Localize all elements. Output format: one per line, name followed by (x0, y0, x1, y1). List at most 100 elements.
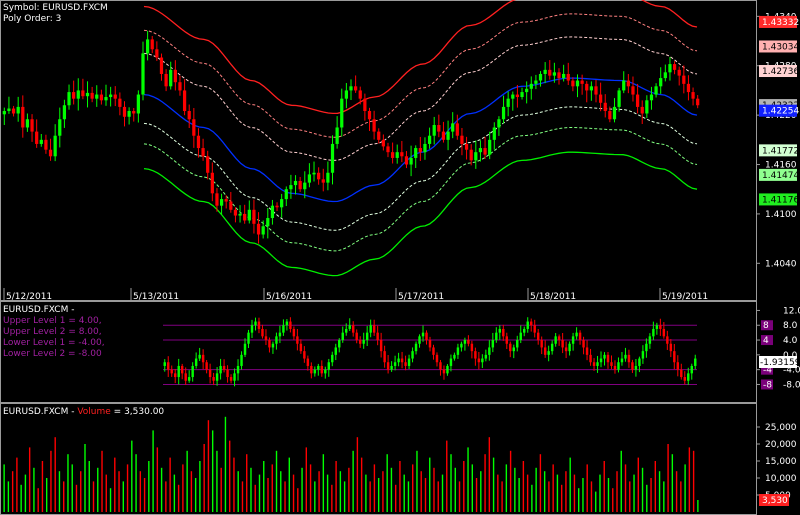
candle-body (464, 143, 469, 150)
oscillator-body (194, 358, 198, 366)
oscillator-body (379, 340, 383, 352)
price-tag-bg (759, 104, 797, 117)
candle-body (349, 86, 353, 91)
candle-body (612, 106, 617, 120)
candle-body (668, 64, 672, 73)
vol-y-axis-tick-label: 15,000 (765, 457, 797, 467)
x-axis-date-label: 5/12/2011 (6, 292, 52, 302)
candle-body (437, 125, 441, 132)
candle-body (72, 92, 76, 99)
candle-body (575, 80, 580, 87)
oscillator-body (662, 328, 666, 337)
candle-body (210, 172, 214, 194)
candle-body (298, 180, 302, 190)
oscillator-body (533, 325, 536, 333)
oscillator-body (414, 343, 418, 352)
price-tag: 1.41176 (759, 193, 799, 206)
oscillator-body (278, 332, 282, 337)
candle-body (39, 139, 43, 144)
candle-body (409, 157, 413, 165)
candle-body (67, 92, 71, 106)
oscillator-body (299, 343, 303, 352)
oscillator-body (652, 328, 655, 337)
oscillator-body (306, 358, 310, 366)
oscillator-body (575, 332, 578, 337)
candle-body (109, 94, 113, 98)
oscillator-body (170, 369, 173, 374)
candle-body (53, 135, 57, 157)
volume-value-tag: 3,530 (759, 493, 789, 506)
oscillator-body (233, 373, 236, 381)
oscillator-body (425, 332, 428, 341)
oscillator-body (460, 343, 463, 348)
candle-body (196, 135, 201, 149)
oscillator-body (596, 362, 599, 366)
candle-body (155, 49, 159, 58)
candle-body (543, 69, 547, 74)
oscillator-body (268, 340, 271, 348)
oscillator-body (289, 321, 292, 329)
oscillator-body (683, 377, 687, 381)
oscillator-body (236, 365, 240, 374)
oscillator-body (212, 377, 215, 381)
candle-body (132, 111, 136, 114)
candle-body (150, 39, 154, 50)
oscillator-body (383, 351, 386, 363)
candle-body (566, 73, 570, 81)
price-tag-bg (759, 193, 797, 206)
oscillator-body (355, 332, 358, 341)
oscillator-body (481, 358, 484, 363)
oscillator-body (557, 336, 561, 341)
candle-body (635, 94, 640, 107)
candle-body (303, 182, 307, 190)
candle-body (354, 86, 358, 91)
candle-body (243, 213, 247, 221)
upper-band-inner (143, 36, 698, 161)
oscillator-body (568, 343, 571, 352)
candle-body (187, 111, 191, 120)
oscillator-body (592, 362, 596, 366)
oscillator-body (495, 332, 498, 341)
symbol-label: Symbol: EURUSD.FXCM (3, 3, 108, 13)
oscillator-body (250, 325, 254, 333)
candle-body (293, 180, 298, 186)
oscillator-body (365, 332, 369, 341)
candle-body (252, 209, 256, 224)
oscillator-body (634, 365, 638, 370)
oscillator-body (303, 351, 306, 359)
oscillator-body (292, 328, 296, 337)
price-tag-bg (759, 15, 797, 28)
candle-body (488, 139, 492, 155)
candle-body (201, 148, 205, 157)
candle-body (557, 72, 561, 79)
price-tag-label: 1.43332 (762, 18, 799, 28)
candle-body (215, 193, 219, 206)
oscillator-body (571, 336, 575, 344)
candle-body (654, 86, 658, 95)
oscillator-body (666, 336, 669, 344)
candle-body (141, 53, 145, 95)
oscillator-body (613, 365, 617, 370)
oscillator-body (205, 362, 208, 370)
candle-body (58, 119, 62, 136)
candle-body (145, 39, 150, 54)
candle-body (261, 226, 265, 235)
oscillator-body (397, 358, 400, 363)
candle-body (529, 83, 533, 89)
oscillator-body (348, 325, 351, 329)
candle-body (418, 148, 422, 153)
candle-body (284, 189, 288, 200)
oscillator-body (173, 373, 177, 378)
price-tag-label: 1.41176 (762, 195, 799, 205)
oscillator-body (345, 328, 348, 333)
oscillator-body (362, 340, 365, 344)
candle-body (99, 94, 104, 101)
price-tag: 1.41772 (759, 144, 799, 157)
candle-body (469, 149, 473, 161)
oscillator-body (215, 373, 219, 381)
candle-body (400, 152, 404, 157)
candle-body (603, 102, 607, 112)
oscillator-body (554, 336, 557, 344)
